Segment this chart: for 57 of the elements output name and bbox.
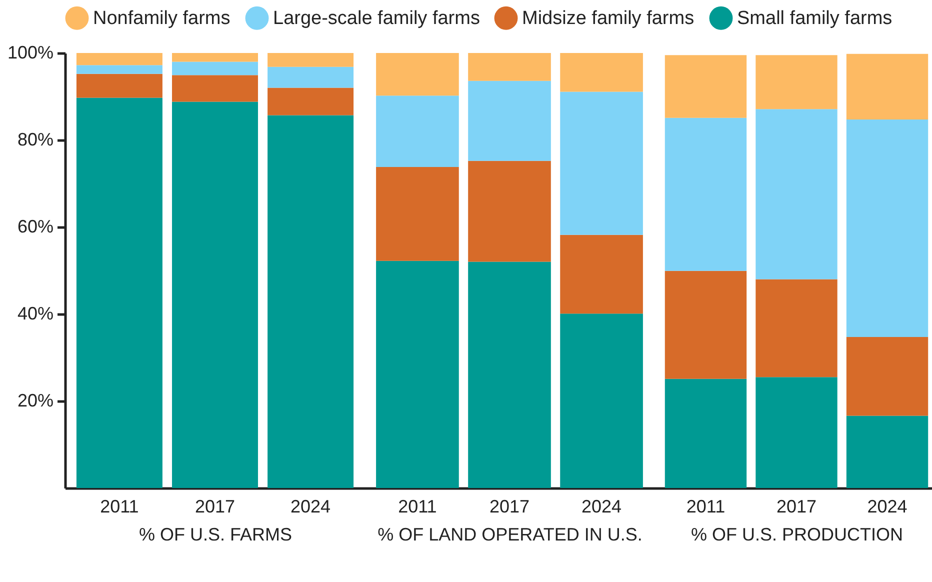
y-tick-label: 20%	[17, 390, 54, 410]
bar	[468, 262, 551, 488]
bar	[76, 65, 162, 74]
legend-label: Small family farms	[737, 8, 892, 30]
bar	[756, 377, 838, 488]
x-axis-title: % OF U.S. FARMS	[138, 524, 292, 544]
x-axis-title: % OF U.S. PRODUCTION	[690, 524, 904, 544]
bar	[756, 109, 838, 280]
bar	[172, 62, 258, 76]
bar	[664, 55, 747, 118]
bar	[172, 53, 258, 62]
x-tick-label: 2024	[290, 496, 331, 516]
x-tick-label: 2011	[398, 496, 437, 516]
x-tick-label: 2024	[867, 496, 908, 516]
legend-label: Midsize family farms	[522, 8, 694, 30]
bar	[846, 54, 928, 120]
y-tick-label: 40%	[17, 304, 54, 324]
bar	[560, 53, 643, 92]
y-tick-label: 80%	[17, 130, 54, 150]
bar	[560, 234, 643, 314]
x-tick-label: 2017	[776, 496, 817, 516]
bar	[468, 160, 551, 262]
x-tick-label: 2011	[686, 496, 726, 516]
legend-label: Large-scale family farms	[273, 8, 480, 30]
bar	[468, 80, 551, 161]
bar	[376, 166, 459, 261]
x-tick-label: 2017	[489, 496, 530, 516]
bar	[756, 279, 838, 378]
y-tick-label: 60%	[17, 216, 54, 236]
bar	[846, 416, 928, 488]
bar	[756, 55, 838, 110]
bar	[664, 378, 747, 488]
x-tick-label: 2011	[100, 496, 139, 516]
bar	[76, 74, 162, 98]
bar	[268, 53, 354, 67]
bar	[76, 98, 162, 488]
x-tick-label: 2017	[194, 496, 236, 516]
bar	[560, 314, 643, 488]
legend-label: Nonfamily farms	[93, 8, 230, 30]
bar	[664, 118, 747, 271]
bar	[846, 120, 928, 338]
x-axis-title: % OF LAND OPERATED IN U.S.	[378, 524, 642, 544]
bar	[376, 96, 459, 167]
bar	[376, 260, 459, 488]
y-tick-label: 100%	[7, 42, 54, 62]
bar	[172, 102, 258, 488]
bar	[376, 53, 459, 96]
bar	[846, 337, 928, 416]
bar	[268, 66, 354, 88]
x-tick-label: 2024	[582, 496, 622, 516]
bar	[268, 88, 354, 116]
bar	[172, 75, 258, 102]
bar	[468, 53, 551, 81]
bar	[560, 92, 643, 235]
bar	[268, 115, 354, 488]
bar	[76, 53, 162, 66]
bar	[664, 270, 747, 379]
